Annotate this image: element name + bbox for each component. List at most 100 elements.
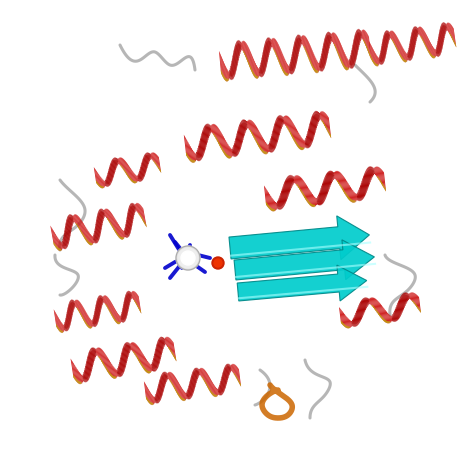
Polygon shape [83,307,87,326]
Polygon shape [287,115,290,133]
Polygon shape [306,51,308,56]
Polygon shape [226,67,228,82]
Polygon shape [62,242,63,248]
Polygon shape [315,58,318,73]
Polygon shape [360,34,361,36]
Polygon shape [284,70,285,75]
Polygon shape [147,397,148,402]
Polygon shape [409,45,411,61]
Polygon shape [201,137,203,154]
Polygon shape [439,31,442,52]
Polygon shape [270,140,272,153]
Polygon shape [346,180,349,200]
Polygon shape [57,314,60,332]
Polygon shape [402,47,405,62]
Polygon shape [219,51,222,75]
Polygon shape [337,180,338,183]
Polygon shape [102,297,104,302]
Polygon shape [346,67,347,71]
Polygon shape [355,34,357,58]
Polygon shape [167,373,169,379]
Polygon shape [229,366,230,371]
Polygon shape [356,33,358,48]
Polygon shape [281,195,283,207]
Polygon shape [330,173,332,181]
Polygon shape [124,233,125,235]
Polygon shape [273,125,276,147]
FancyArrow shape [229,216,369,260]
Polygon shape [219,129,223,151]
Polygon shape [61,330,63,333]
Polygon shape [82,232,84,237]
Polygon shape [417,28,419,34]
Polygon shape [169,347,170,351]
Polygon shape [424,42,426,46]
Polygon shape [230,67,231,80]
Polygon shape [383,319,385,322]
Polygon shape [190,383,192,396]
Polygon shape [146,396,147,400]
Polygon shape [319,65,320,67]
Polygon shape [106,208,109,222]
Polygon shape [155,353,157,367]
Polygon shape [344,65,346,70]
Polygon shape [120,157,123,168]
Polygon shape [300,176,303,195]
Polygon shape [126,219,129,237]
Polygon shape [392,315,393,321]
Polygon shape [310,46,313,70]
Polygon shape [154,397,155,403]
Polygon shape [451,35,452,39]
Polygon shape [379,313,380,317]
Polygon shape [285,72,287,76]
Polygon shape [404,292,407,305]
Polygon shape [84,309,88,327]
Polygon shape [409,48,411,58]
Polygon shape [426,46,428,51]
Polygon shape [306,140,307,146]
Polygon shape [297,38,299,52]
Polygon shape [204,125,207,146]
Polygon shape [382,43,384,62]
Polygon shape [394,310,396,322]
Polygon shape [384,33,387,53]
Polygon shape [209,387,210,392]
Polygon shape [245,120,247,130]
Polygon shape [95,233,97,241]
Polygon shape [416,293,419,309]
Polygon shape [345,66,346,71]
Polygon shape [353,39,356,63]
Polygon shape [69,301,73,318]
Polygon shape [189,383,191,399]
Polygon shape [309,125,311,146]
Polygon shape [120,315,122,322]
Polygon shape [335,45,336,49]
Polygon shape [301,177,304,197]
Polygon shape [384,35,387,50]
Polygon shape [109,309,110,313]
FancyArrow shape [237,265,367,301]
Polygon shape [290,63,291,74]
Polygon shape [107,176,109,185]
Polygon shape [381,48,383,64]
Polygon shape [84,375,85,380]
Polygon shape [274,38,276,56]
Polygon shape [102,298,103,302]
Polygon shape [221,378,223,395]
Polygon shape [399,41,403,61]
Polygon shape [85,368,88,379]
Polygon shape [161,339,163,349]
Polygon shape [236,140,237,153]
Polygon shape [146,359,149,374]
Polygon shape [129,345,130,349]
Polygon shape [373,306,374,308]
Polygon shape [411,34,414,55]
Polygon shape [128,217,130,232]
Polygon shape [163,340,164,345]
Polygon shape [128,210,132,230]
Polygon shape [100,295,103,306]
Polygon shape [50,225,55,246]
Polygon shape [232,55,235,77]
Polygon shape [94,347,96,358]
Polygon shape [418,307,420,311]
